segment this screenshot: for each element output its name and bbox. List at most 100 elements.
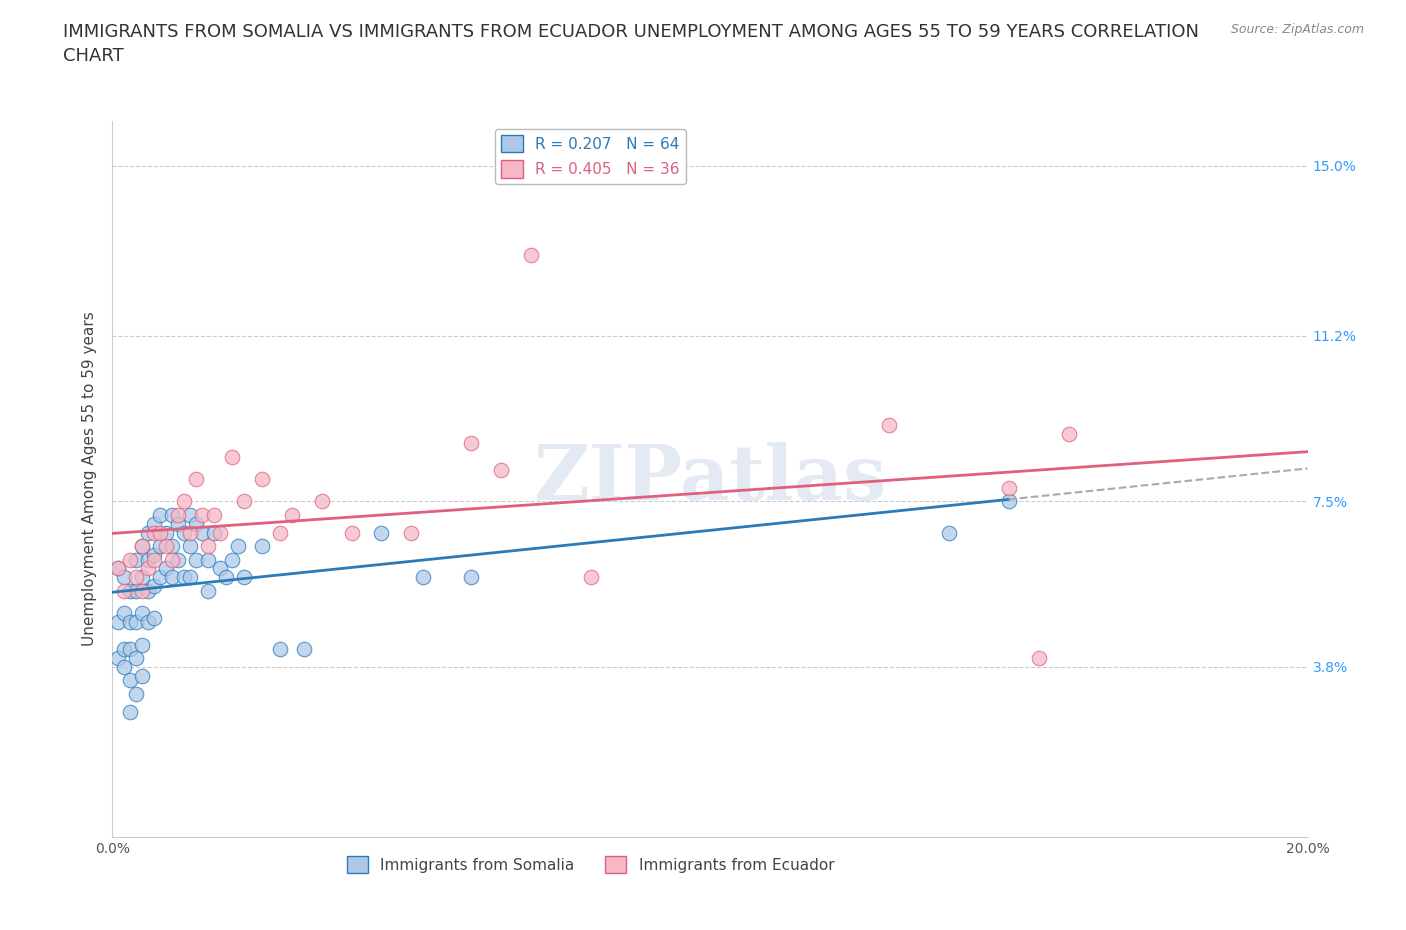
Point	[114, 659, 135, 674]
Point	[412, 570, 434, 585]
Text: Source: ZipAtlas.com: Source: ZipAtlas.com	[1230, 23, 1364, 36]
Point	[186, 516, 208, 531]
Point	[107, 561, 129, 576]
Point	[197, 552, 219, 567]
Point	[107, 561, 129, 576]
Point	[292, 642, 315, 657]
Point	[179, 508, 201, 523]
Point	[125, 651, 148, 666]
Point	[191, 525, 214, 540]
Point	[149, 525, 172, 540]
Point	[120, 583, 142, 598]
Y-axis label: Unemployment Among Ages 55 to 59 years: Unemployment Among Ages 55 to 59 years	[82, 312, 97, 646]
Point	[138, 583, 160, 598]
Point	[114, 583, 135, 598]
Point	[131, 538, 153, 553]
Text: ZIPatlas: ZIPatlas	[533, 442, 887, 516]
Point	[202, 525, 225, 540]
Point	[120, 673, 142, 688]
Point	[143, 610, 166, 625]
Point	[114, 570, 135, 585]
Point	[120, 615, 142, 630]
Point	[114, 642, 135, 657]
Point	[340, 525, 363, 540]
Point	[143, 552, 166, 567]
Point	[269, 642, 291, 657]
Point	[149, 570, 172, 585]
Point	[131, 538, 153, 553]
Point	[167, 552, 190, 567]
Point	[202, 508, 225, 523]
Point	[938, 525, 960, 540]
Point	[125, 686, 148, 701]
Point	[149, 508, 172, 523]
Point	[250, 538, 273, 553]
Point	[233, 570, 256, 585]
Point	[125, 570, 148, 585]
Point	[149, 538, 172, 553]
Point	[1057, 427, 1080, 442]
Point	[125, 552, 148, 567]
Point	[281, 508, 304, 523]
Point	[173, 494, 195, 509]
Point	[162, 570, 183, 585]
Point	[162, 538, 183, 553]
Point	[155, 525, 177, 540]
Point	[191, 508, 214, 523]
Point	[173, 525, 195, 540]
Point	[520, 247, 543, 262]
Point	[215, 570, 238, 585]
Point	[131, 669, 153, 684]
Point	[1028, 651, 1050, 666]
Point	[173, 570, 195, 585]
Point	[370, 525, 392, 540]
Point	[186, 472, 208, 486]
Point	[138, 552, 160, 567]
Point	[167, 516, 190, 531]
Point	[233, 494, 256, 509]
Point	[155, 538, 177, 553]
Legend: Immigrants from Somalia, Immigrants from Ecuador: Immigrants from Somalia, Immigrants from…	[340, 850, 841, 880]
Point	[226, 538, 249, 553]
Point	[162, 508, 183, 523]
Point	[162, 552, 183, 567]
Point	[138, 615, 160, 630]
Point	[879, 418, 901, 432]
Point	[401, 525, 423, 540]
Point	[131, 605, 153, 620]
Point	[120, 552, 142, 567]
Point	[269, 525, 291, 540]
Point	[998, 481, 1021, 496]
Point	[143, 578, 166, 594]
Point	[250, 472, 273, 486]
Point	[155, 561, 177, 576]
Point	[131, 637, 153, 652]
Point	[125, 583, 148, 598]
Point	[460, 435, 482, 451]
Point	[107, 615, 129, 630]
Point	[143, 525, 166, 540]
Point	[179, 538, 201, 553]
Point	[209, 561, 232, 576]
Point	[167, 508, 190, 523]
Point	[179, 570, 201, 585]
Point	[489, 462, 512, 477]
Point	[209, 525, 232, 540]
Point	[579, 570, 602, 585]
Point	[120, 642, 142, 657]
Point	[143, 548, 166, 563]
Point	[131, 570, 153, 585]
Point	[138, 525, 160, 540]
Point	[221, 552, 243, 567]
Point	[179, 525, 201, 540]
Point	[221, 449, 243, 464]
Point	[120, 704, 142, 719]
Point	[114, 605, 135, 620]
Point	[131, 583, 153, 598]
Text: IMMIGRANTS FROM SOMALIA VS IMMIGRANTS FROM ECUADOR UNEMPLOYMENT AMONG AGES 55 TO: IMMIGRANTS FROM SOMALIA VS IMMIGRANTS FR…	[63, 23, 1199, 65]
Point	[186, 552, 208, 567]
Point	[197, 538, 219, 553]
Point	[311, 494, 333, 509]
Point	[998, 494, 1021, 509]
Point	[138, 561, 160, 576]
